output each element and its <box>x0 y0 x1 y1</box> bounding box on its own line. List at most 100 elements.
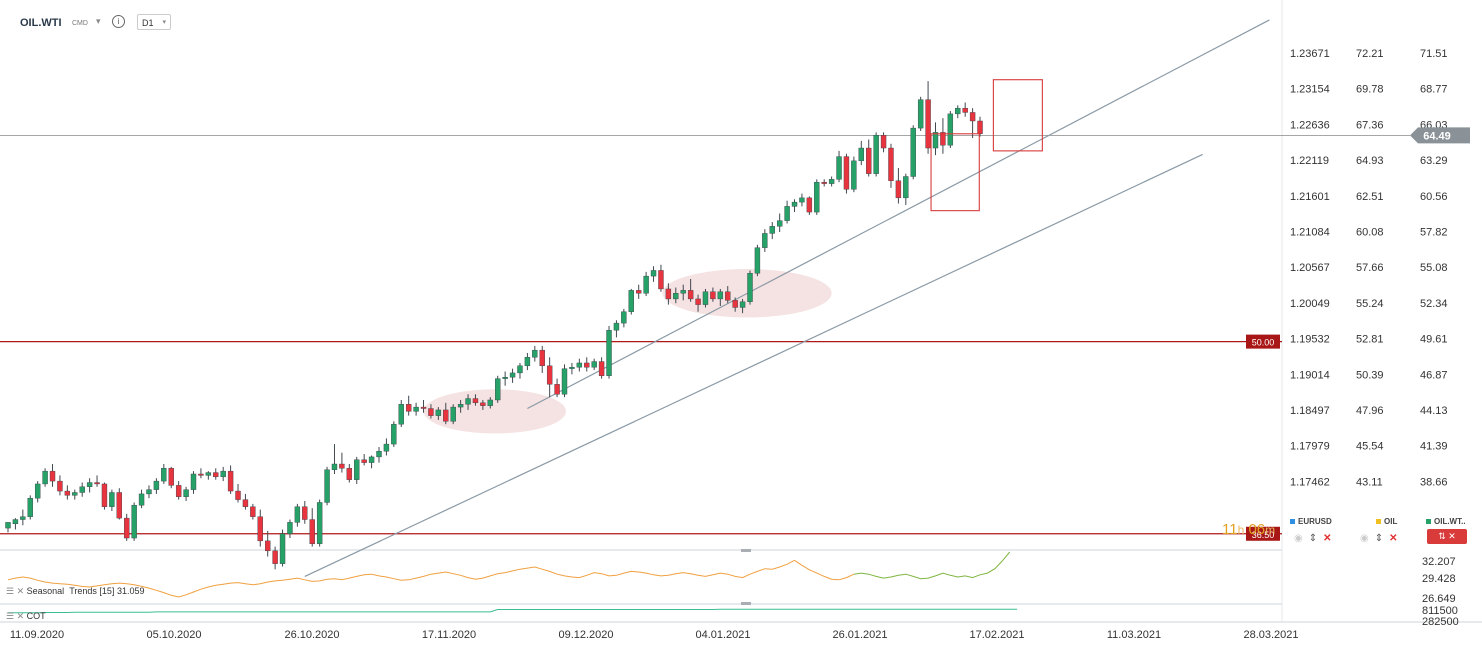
candle-body <box>858 147 864 162</box>
seasonal-indicator-label[interactable]: ☰ ✕ Seasonal Trends [15] 31.059 <box>6 586 144 597</box>
close-icon[interactable]: ✕ <box>1323 533 1332 544</box>
candle <box>124 513 130 541</box>
candle <box>955 105 961 119</box>
candle <box>784 200 790 224</box>
y-tick-primary: 1.21084 <box>1290 227 1330 239</box>
candle-body <box>791 201 798 207</box>
candle <box>776 213 783 233</box>
candle-body <box>673 293 679 300</box>
candle-body <box>702 291 709 305</box>
x-tick-label: 17.11.2020 <box>422 629 476 641</box>
candle <box>27 495 33 520</box>
chevron-down-icon[interactable]: ▾ <box>96 16 101 26</box>
candle-body <box>309 519 315 544</box>
candle <box>539 345 545 373</box>
current-price-tag <box>1410 127 1470 144</box>
candle-body <box>769 226 775 234</box>
candle-body <box>806 197 813 213</box>
y-tick-secondary: 47.96 <box>1356 405 1384 417</box>
candle <box>86 478 93 493</box>
candle <box>806 196 813 215</box>
candle-body <box>598 361 605 376</box>
candle <box>391 421 397 447</box>
y-tick-secondary: 50.39 <box>1356 369 1384 381</box>
candle <box>428 404 434 419</box>
candle <box>799 193 805 207</box>
candle-body <box>851 160 857 190</box>
candle-body <box>20 516 26 520</box>
timeframe-select[interactable]: D1 ▾ <box>137 14 171 30</box>
candle <box>584 357 590 372</box>
swap-scale-button[interactable]: ⇅ ✕ <box>1427 529 1467 544</box>
candle-body <box>34 483 41 499</box>
candle-body <box>636 290 642 294</box>
close-icon[interactable]: ✕ <box>16 586 25 596</box>
candle <box>205 471 212 480</box>
candle <box>791 199 798 213</box>
candle-body <box>910 127 916 177</box>
y-tick-primary: 1.23154 <box>1290 84 1330 96</box>
candle <box>287 519 293 539</box>
candle <box>591 358 597 371</box>
close-icon[interactable]: ✕ <box>16 611 25 621</box>
candle-body <box>613 322 620 331</box>
up-down-icon[interactable]: ⇕ <box>1374 533 1384 544</box>
candle <box>932 122 939 156</box>
candle-body <box>710 291 716 300</box>
candle-body <box>272 550 278 564</box>
candle-body <box>27 497 33 517</box>
channel-line-upper <box>527 19 1270 410</box>
candle <box>420 399 427 413</box>
seasonal-label: Seasonal <box>26 586 65 596</box>
current-price-value: 64.49 <box>1423 130 1451 142</box>
level-label-bg <box>1246 526 1280 541</box>
legend-item-eurusd[interactable]: EURUSD <box>1290 517 1332 526</box>
y-tick-price: 44.13 <box>1420 405 1448 417</box>
candle-body <box>242 499 249 507</box>
chevron-down-icon: ▾ <box>162 19 166 26</box>
candle-body <box>287 522 293 534</box>
eye-icon[interactable]: ◉ <box>1294 533 1303 544</box>
candle <box>376 446 382 463</box>
candle-body <box>591 361 597 368</box>
candle-body <box>235 490 241 500</box>
candle <box>383 438 390 456</box>
swap-icon: ⇅ <box>1438 531 1446 541</box>
y-tick-secondary: 52.81 <box>1356 334 1384 346</box>
cot-label: COT <box>26 611 46 621</box>
symbol-label[interactable]: OIL.WTI <box>20 17 62 29</box>
candle-body <box>940 132 946 146</box>
candle-body <box>843 156 850 190</box>
legend-item-oilwti[interactable]: OIL.WT.. <box>1426 517 1466 526</box>
y-tick-primary: 1.18497 <box>1290 405 1330 417</box>
candle <box>220 466 226 482</box>
cot-indicator-label[interactable]: ☰ ✕ COT <box>6 611 46 622</box>
close-icon[interactable]: ✕ <box>1389 533 1398 544</box>
bar-timer: 11h 06m <box>1222 521 1275 538</box>
candle-body <box>739 301 746 308</box>
candle <box>79 482 85 497</box>
y-tick-secondary: 67.36 <box>1356 119 1384 131</box>
y-tick-price: 63.29 <box>1420 155 1448 167</box>
candle <box>665 283 672 305</box>
candle-body <box>302 506 308 520</box>
candle <box>524 352 531 371</box>
legend-controls-eurusd: ◉ ⇕ ✕ <box>1294 533 1332 544</box>
eye-icon[interactable]: ◉ <box>1360 533 1369 544</box>
up-down-icon[interactable]: ⇕ <box>1308 533 1318 544</box>
candle-body <box>339 463 345 469</box>
market-label: CMD <box>72 20 88 27</box>
candle-body <box>124 517 130 539</box>
candle-body <box>279 533 286 564</box>
candle-body <box>398 404 404 425</box>
candle <box>636 284 642 299</box>
candle-body <box>628 290 634 312</box>
candle-body <box>265 540 271 552</box>
legend-item-oil[interactable]: OIL <box>1376 517 1397 526</box>
candle <box>747 270 753 305</box>
seasonal-axis-tick: 32.207 <box>1422 556 1456 568</box>
candle <box>354 456 360 484</box>
candle <box>732 297 738 312</box>
info-icon[interactable]: i <box>112 15 125 28</box>
